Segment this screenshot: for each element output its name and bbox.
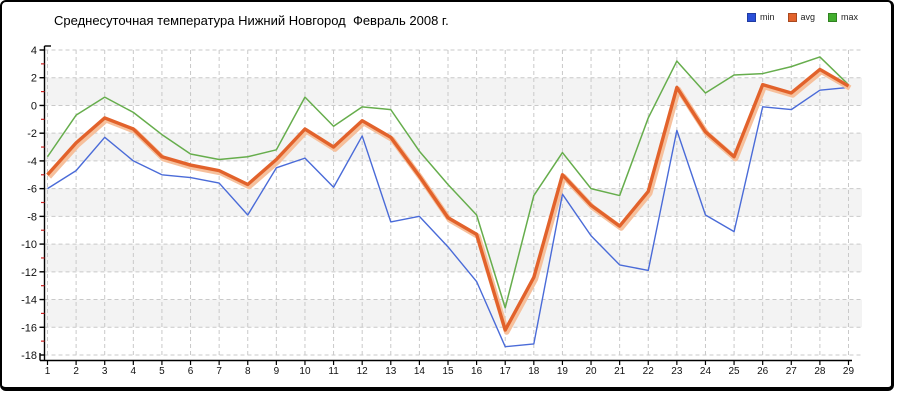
x-tick-label: 25 bbox=[729, 366, 741, 377]
legend-item-avg[interactable]: avg bbox=[787, 12, 816, 22]
y-tick-label: -10 bbox=[21, 239, 37, 251]
x-tick-label: 7 bbox=[216, 366, 222, 377]
y-tick-label: -14 bbox=[21, 295, 37, 307]
x-tick-label: 13 bbox=[385, 366, 397, 377]
x-tick-label: 11 bbox=[328, 366, 339, 377]
x-tick-label: 22 bbox=[643, 366, 655, 377]
avg-series-swatch-icon bbox=[787, 13, 797, 22]
y-tick-label: -8 bbox=[27, 211, 37, 223]
x-tick-label: 6 bbox=[188, 366, 194, 377]
x-tick-label: 4 bbox=[131, 366, 137, 377]
y-tick-label: -6 bbox=[27, 184, 37, 196]
y-tick-label: 2 bbox=[31, 73, 37, 85]
x-tick-label: 29 bbox=[843, 366, 855, 377]
max-series-swatch-icon bbox=[828, 13, 838, 22]
series-line-max bbox=[46, 56, 850, 309]
y-tick-label: -2 bbox=[27, 128, 37, 140]
x-tick-label: 28 bbox=[814, 366, 826, 377]
x-tick-label: 2 bbox=[73, 366, 79, 377]
x-tick-label: 21 bbox=[614, 366, 626, 377]
x-tick-label: 12 bbox=[357, 366, 369, 377]
legend-item-max[interactable]: max bbox=[828, 13, 858, 22]
y-tick-label: -18 bbox=[21, 350, 37, 362]
legend-label-max: max bbox=[841, 12, 859, 22]
series-line-avg bbox=[46, 67, 850, 332]
y-tick-label: 4 bbox=[31, 45, 37, 57]
x-tick-label: 24 bbox=[700, 366, 712, 377]
x-tick-label: 9 bbox=[274, 366, 280, 377]
x-tick-label: 3 bbox=[102, 366, 108, 377]
chart-title: Среднесуточная температура Нижний Новгор… bbox=[54, 13, 449, 28]
x-tick-label: 8 bbox=[245, 366, 251, 377]
axes bbox=[39, 45, 852, 362]
x-tick-label: 10 bbox=[299, 366, 311, 377]
min-series-swatch-icon bbox=[747, 13, 756, 22]
x-tick-label: 23 bbox=[671, 366, 683, 377]
x-tick-label: 14 bbox=[414, 366, 426, 377]
x-tick-label: 26 bbox=[757, 366, 769, 377]
x-tick-label: 16 bbox=[471, 366, 483, 377]
y-axis-ticks: 4 2 0 -2 -4 -6 -8 -10 -12 -14 -16 -18 bbox=[21, 45, 45, 362]
x-axis-ticks: 1 2 3 4 5 6 7 8 9 10 11 12 13 14 15 16 17 18 19 20 21 22 23 24 2… bbox=[45, 360, 855, 377]
y-tick-label: -12 bbox=[21, 267, 37, 279]
plot-bands bbox=[44, 77, 862, 328]
legend-item-min[interactable]: min bbox=[747, 13, 775, 22]
series-line-min bbox=[47, 86, 849, 348]
chart-legend: min avg max bbox=[747, 13, 858, 22]
x-tick-label: 17 bbox=[500, 366, 512, 377]
y-tick-label: 0 bbox=[31, 100, 37, 112]
x-tick-label: 20 bbox=[585, 366, 597, 377]
legend-label-avg: avg bbox=[800, 12, 816, 22]
x-tick-label: 15 bbox=[442, 366, 454, 377]
x-tick-label: 19 bbox=[557, 366, 569, 377]
y-tick-label: -16 bbox=[21, 322, 37, 334]
x-tick-label: 27 bbox=[786, 366, 798, 377]
y-tick-label: -4 bbox=[27, 156, 37, 168]
legend-label-min: min bbox=[760, 12, 775, 22]
x-tick-label: 5 bbox=[159, 366, 165, 377]
x-tick-label: 18 bbox=[528, 366, 540, 377]
x-tick-label: 1 bbox=[45, 366, 51, 377]
